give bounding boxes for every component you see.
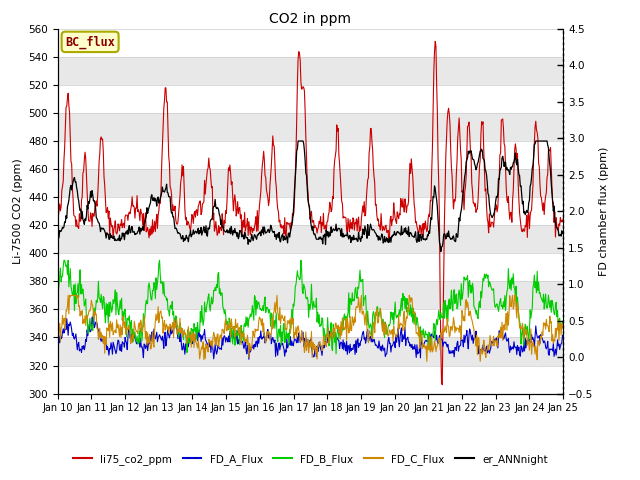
Bar xyxy=(58,337,563,366)
Bar xyxy=(58,113,563,141)
Bar xyxy=(58,281,563,310)
Title: CO2 in ppm: CO2 in ppm xyxy=(269,12,351,26)
Legend: li75_co2_ppm, FD_A_Flux, FD_B_Flux, FD_C_Flux, er_ANNnight: li75_co2_ppm, FD_A_Flux, FD_B_Flux, FD_C… xyxy=(69,450,552,469)
Y-axis label: Li-7500 CO2 (ppm): Li-7500 CO2 (ppm) xyxy=(13,158,22,264)
Bar xyxy=(58,57,563,85)
Bar xyxy=(58,225,563,253)
Bar xyxy=(58,169,563,197)
Y-axis label: FD chamber flux (ppm): FD chamber flux (ppm) xyxy=(599,146,609,276)
Text: BC_flux: BC_flux xyxy=(65,35,115,48)
